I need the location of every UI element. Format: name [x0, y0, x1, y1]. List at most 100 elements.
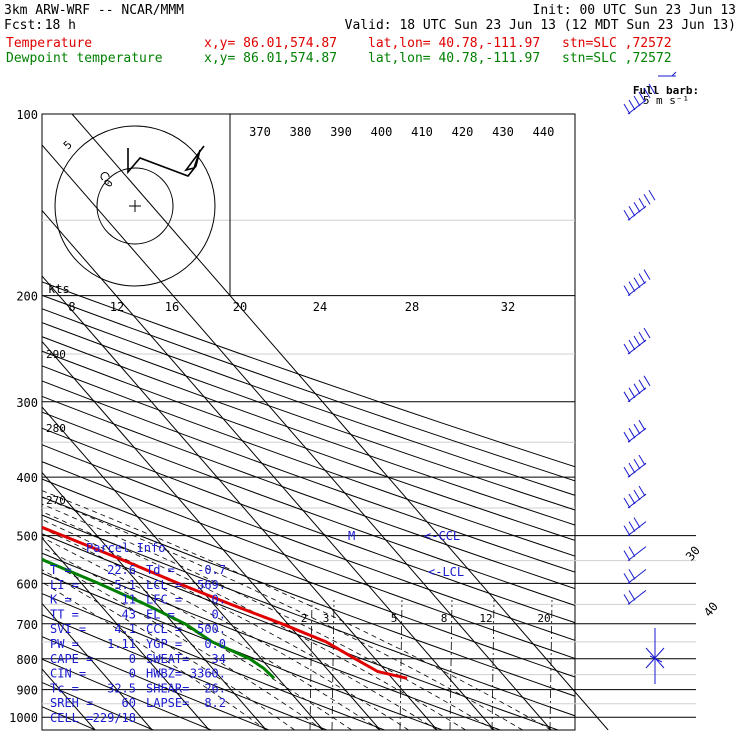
moist-adiabat: [42, 536, 381, 730]
dry-adiabat: [42, 461, 575, 660]
legend-temperature-name: Temperature: [6, 36, 92, 51]
hodograph-trace: [127, 145, 205, 177]
wind-barb-flag: [628, 521, 636, 532]
hodograph-speed-label: 20: [233, 300, 247, 314]
parcel-label: EL =: [146, 607, 175, 621]
theta-side-label: 280: [46, 422, 66, 435]
dry-adiabat: [42, 614, 327, 730]
pressure-label: 100: [16, 108, 38, 122]
parcel-label: LFC =: [146, 593, 182, 607]
theta-side-label: 270: [46, 494, 66, 507]
wind-barbs: [623, 83, 656, 605]
wind-barb-flag: [628, 387, 636, 399]
wind-barb-flag: [623, 497, 631, 509]
init-time: Init: 00 UTC Sun 23 Jun 13: [533, 3, 737, 18]
wind-barb: [623, 517, 647, 537]
parcel-label: LAPSE=: [146, 696, 189, 710]
wind-barb: [623, 189, 656, 221]
moist-adiabat: [42, 519, 438, 730]
isotherm-line: [42, 209, 495, 730]
dry-adiabat: [42, 294, 575, 482]
parcel-value: 22.6: [107, 563, 136, 577]
parcel-label: SREH =: [50, 696, 93, 710]
wind-barb-staff: [627, 205, 647, 221]
mixing-ratio-label: 3: [323, 612, 330, 625]
moist-adiabat: [42, 511, 466, 730]
isotherm-line: [42, 406, 324, 730]
wind-barb-flag: [643, 193, 651, 205]
wind-barb-flag: [643, 87, 651, 99]
parcel-value: 0: [129, 652, 136, 666]
dry-adiabat: [42, 636, 270, 730]
parcel-label: CIN =: [50, 667, 86, 681]
mixing-ratio-line: [331, 599, 335, 730]
parcel-value: 5.1: [114, 578, 136, 592]
moist-adiabat: [42, 569, 295, 730]
parcel-value: 26.: [204, 681, 226, 695]
wind-barb-flag: [643, 269, 651, 280]
mixing-ratio-label: 8: [441, 612, 448, 625]
dry-adiabat: [42, 427, 575, 624]
wind-barb: [623, 375, 651, 403]
mixing-ratio-label: 20: [537, 612, 550, 625]
parcel-info-title: Parcel Info: [86, 541, 165, 555]
theta-side-label: 290: [46, 348, 66, 361]
parcel-value: 569.: [197, 578, 226, 592]
moist-adiabat: [42, 496, 523, 730]
wind-barb: [623, 269, 651, 296]
parcel-label: Td =: [146, 563, 175, 577]
wind-barb-flag: [623, 525, 631, 536]
parcel-value: 3360.: [190, 667, 226, 681]
dry-adiabat: [42, 281, 575, 468]
wind-barb: [623, 546, 647, 561]
hodograph-speed-label: 16: [165, 300, 179, 314]
wind-barb-flag: [628, 569, 636, 580]
parcel-value: 0.: [212, 593, 226, 607]
mixing-ratio-line: [309, 599, 313, 730]
dewpoint-profile: [42, 557, 276, 680]
wind-barb-flag: [633, 95, 641, 107]
legend-dewpoint-name: Dewpoint temperature: [6, 51, 163, 66]
hodograph-speed-labels: 8 12 16 20 24 28 32: [68, 300, 515, 314]
theta-label: 390: [330, 125, 352, 139]
wind-barb-flag: [623, 209, 631, 221]
wind-barb-staff: [627, 546, 647, 561]
theta-label: 380: [290, 125, 312, 139]
m-marker: M: [348, 529, 355, 543]
wind-barb-flag: [633, 383, 641, 395]
legend-dewpoint-stn: stn=SLC ,72572: [562, 51, 672, 66]
parcel-label: LCL =: [146, 578, 182, 592]
moist-adiabat: [42, 581, 267, 730]
parcel-label: HWBZ=: [146, 667, 182, 681]
wind-barb-staff: [627, 281, 647, 296]
dry-adiabat: [42, 308, 575, 496]
moist-adiabat: [42, 557, 324, 730]
pressure-label: 500: [16, 530, 38, 544]
mixing-ratio-line: [449, 599, 453, 730]
wind-barb-staff: [627, 521, 647, 537]
wind-barb-flag: [623, 103, 631, 115]
wind-barb-flag: [628, 281, 636, 292]
mixing-ratio-line: [491, 599, 495, 730]
parcel-value: 11: [122, 593, 136, 607]
parcel-value: 4.1: [114, 622, 136, 636]
wind-barb-staff: [627, 387, 647, 403]
wind-barb-flag: [633, 517, 641, 528]
pressure-label: 200: [16, 290, 38, 304]
parcel-value: 1.11: [107, 637, 136, 651]
parcel-label: T =: [50, 563, 72, 577]
wind-barb-staff: [627, 569, 647, 584]
dry-adiabat: [42, 336, 575, 526]
parcel-label: CAPE =: [50, 652, 93, 666]
wind-barb-flag: [628, 99, 636, 111]
moist-adiabats: [42, 490, 552, 730]
parcel-value: 32.5: [107, 681, 136, 695]
surface-wind-icon: [645, 647, 665, 669]
barb-legend: Full barb: 5 m s⁻¹: [633, 71, 699, 107]
parcel-label: PW =: [50, 637, 79, 651]
dry-adiabat: [42, 533, 559, 730]
wind-barb-flag: [628, 590, 636, 601]
theta-label: 440: [533, 125, 555, 139]
isotherm-line: [71, 113, 609, 730]
wind-barb-staff: [627, 99, 647, 115]
